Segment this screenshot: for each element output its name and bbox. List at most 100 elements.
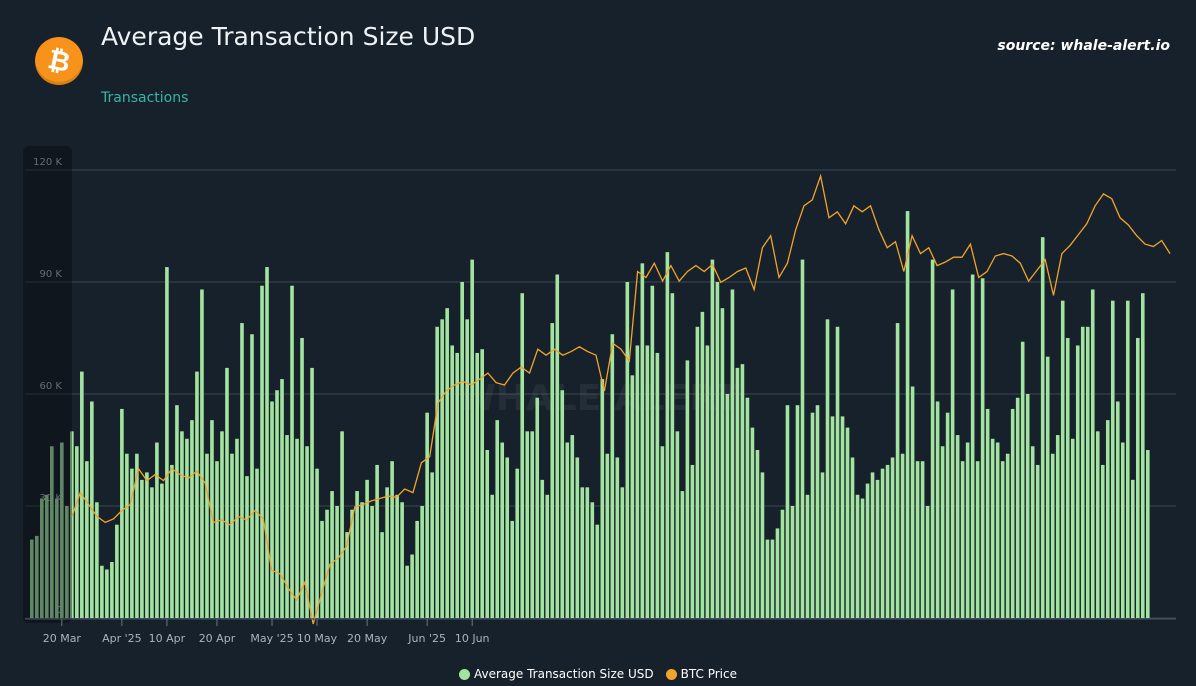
bar[interactable] [930, 259, 935, 618]
bar[interactable] [1105, 420, 1110, 618]
bar[interactable] [555, 274, 560, 618]
bar[interactable] [785, 405, 790, 618]
bar[interactable] [1125, 300, 1130, 618]
bar[interactable] [465, 319, 469, 618]
bar[interactable] [245, 476, 249, 618]
bar[interactable] [800, 259, 805, 618]
bar[interactable] [1146, 450, 1150, 618]
bar[interactable] [1020, 341, 1025, 618]
bar[interactable] [1025, 394, 1030, 618]
btc-price-line[interactable] [71, 173, 1171, 625]
bar[interactable] [850, 457, 855, 618]
bar[interactable] [105, 569, 109, 618]
bar[interactable] [640, 263, 645, 618]
bar[interactable] [925, 506, 930, 618]
bar[interactable] [760, 472, 765, 618]
bar[interactable] [885, 464, 890, 618]
bar[interactable] [435, 326, 439, 618]
bar[interactable] [210, 420, 214, 618]
bar[interactable] [745, 397, 750, 618]
bar[interactable] [35, 535, 39, 618]
bar[interactable] [1070, 438, 1075, 618]
bar[interactable] [470, 259, 474, 618]
bar[interactable] [1100, 464, 1105, 618]
bar[interactable] [1065, 338, 1070, 618]
bar[interactable] [500, 442, 505, 618]
bar[interactable] [180, 431, 184, 618]
bar[interactable] [845, 427, 850, 618]
bar[interactable] [125, 453, 129, 618]
bar[interactable] [805, 494, 810, 618]
bar[interactable] [895, 323, 900, 618]
bar[interactable] [1090, 289, 1095, 618]
bar[interactable] [935, 401, 940, 618]
legend-item-avg-size[interactable]: Average Transaction Size USD [459, 667, 654, 681]
subtitle-transactions[interactable]: Transactions [101, 90, 189, 106]
bar[interactable] [370, 506, 374, 618]
bar[interactable] [900, 453, 905, 618]
bar[interactable] [150, 487, 154, 618]
bar[interactable] [670, 293, 675, 618]
bar[interactable] [700, 311, 705, 618]
bar[interactable] [970, 274, 975, 618]
bar[interactable] [1040, 237, 1045, 618]
bar[interactable] [990, 438, 995, 618]
bar[interactable] [870, 472, 875, 618]
bar[interactable] [740, 364, 745, 618]
bar[interactable] [405, 565, 409, 618]
bar[interactable] [155, 442, 159, 618]
bar[interactable] [1135, 338, 1140, 618]
bar[interactable] [1030, 446, 1035, 618]
bar[interactable] [965, 442, 970, 618]
bar[interactable] [440, 319, 444, 618]
bar[interactable] [475, 352, 479, 618]
bar[interactable] [615, 457, 620, 618]
bar[interactable] [725, 394, 730, 618]
bar[interactable] [1000, 461, 1005, 618]
bar[interactable] [765, 539, 770, 618]
bar[interactable] [560, 390, 565, 618]
bar[interactable] [60, 442, 64, 618]
bar[interactable] [715, 282, 720, 618]
bar[interactable] [220, 431, 224, 618]
bar[interactable] [780, 509, 785, 618]
bar[interactable] [55, 498, 59, 618]
bar[interactable] [855, 494, 860, 618]
legend-item-btc-price[interactable]: BTC Price [665, 667, 737, 681]
bar[interactable] [140, 479, 144, 618]
bar[interactable] [1050, 453, 1055, 618]
bar[interactable] [540, 479, 545, 618]
bar[interactable] [790, 506, 795, 618]
bar[interactable] [110, 562, 114, 618]
bar[interactable] [585, 487, 590, 618]
bar[interactable] [695, 326, 700, 618]
bar[interactable] [255, 468, 259, 618]
bar[interactable] [200, 289, 204, 618]
bar[interactable] [235, 438, 239, 618]
bar[interactable] [395, 494, 399, 618]
bar[interactable] [920, 461, 925, 618]
bar[interactable] [260, 285, 264, 618]
bar[interactable] [330, 491, 334, 618]
bar[interactable] [70, 431, 74, 618]
bar[interactable] [630, 375, 635, 618]
bar[interactable] [840, 416, 845, 618]
bar[interactable] [770, 539, 775, 618]
bar[interactable] [460, 282, 464, 618]
bar[interactable] [135, 453, 139, 618]
bar[interactable] [190, 420, 194, 618]
bar[interactable] [300, 338, 304, 618]
bar[interactable] [675, 431, 680, 618]
bar[interactable] [825, 319, 830, 618]
bar[interactable] [955, 435, 960, 618]
bar[interactable] [580, 487, 585, 618]
bar[interactable] [1140, 293, 1145, 618]
bar[interactable] [945, 412, 950, 618]
bar[interactable] [325, 509, 329, 618]
bar[interactable] [1055, 435, 1060, 618]
bar[interactable] [685, 360, 690, 618]
bar[interactable] [360, 502, 364, 618]
bar[interactable] [1075, 345, 1080, 618]
bar[interactable] [660, 446, 665, 618]
bar[interactable] [635, 345, 640, 618]
